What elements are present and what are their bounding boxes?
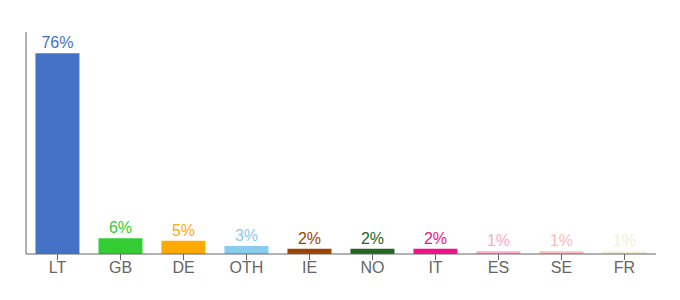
svg-text:NO: NO <box>361 259 385 276</box>
svg-text:LT: LT <box>49 259 67 276</box>
svg-text:2%: 2% <box>424 230 447 247</box>
svg-text:DE: DE <box>172 259 194 276</box>
svg-text:76%: 76% <box>41 34 73 51</box>
svg-text:6%: 6% <box>109 219 132 236</box>
svg-text:2%: 2% <box>361 230 384 247</box>
svg-text:3%: 3% <box>235 227 258 244</box>
svg-text:1%: 1% <box>613 232 636 249</box>
svg-text:GB: GB <box>109 259 132 276</box>
svg-text:ES: ES <box>488 259 509 276</box>
svg-text:IE: IE <box>302 259 317 276</box>
svg-text:2%: 2% <box>298 230 321 247</box>
svg-text:1%: 1% <box>550 232 573 249</box>
svg-text:SE: SE <box>551 259 572 276</box>
svg-text:1%: 1% <box>487 232 510 249</box>
svg-text:FR: FR <box>614 259 635 276</box>
svg-text:5%: 5% <box>172 222 195 239</box>
svg-text:IT: IT <box>428 259 442 276</box>
svg-text:OTH: OTH <box>230 259 264 276</box>
